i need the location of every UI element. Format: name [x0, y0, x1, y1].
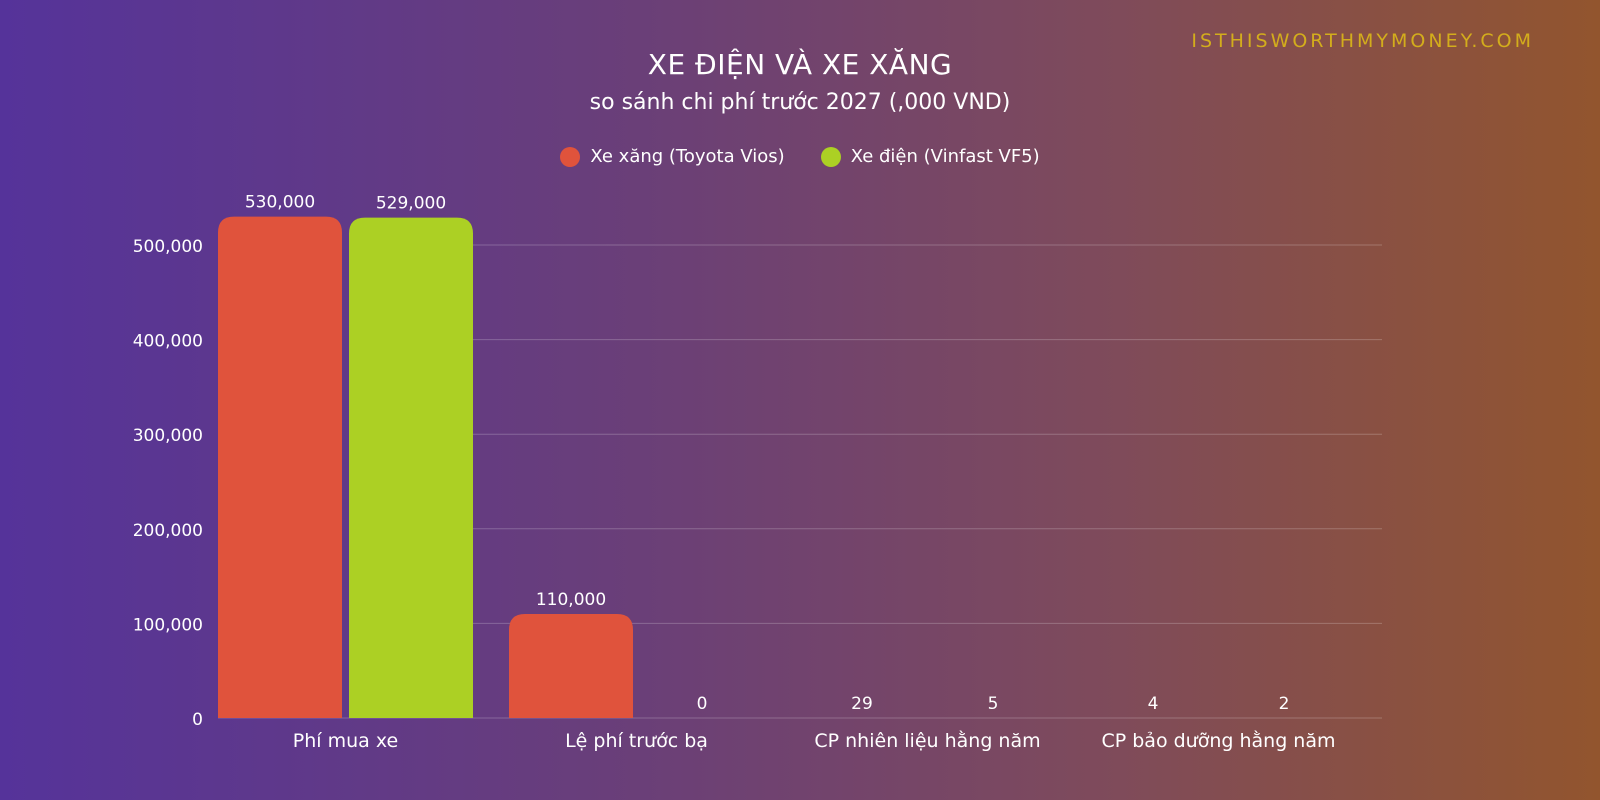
y-tick-label-1: 100,000: [133, 615, 203, 635]
legend-swatch-electric: [820, 146, 841, 167]
bar-0-1: [349, 217, 473, 719]
x-tick-label-1: Lệ phí trước bạ: [565, 730, 708, 752]
y-tick-label-0: 0: [192, 710, 203, 730]
y-tick-label-3: 300,000: [133, 426, 203, 446]
data-label-2-0: 29: [851, 694, 873, 714]
bar-1-0: [509, 613, 633, 718]
y-tick-label-4: 400,000: [133, 332, 203, 352]
data-label-1-0: 110,000: [536, 590, 606, 610]
data-label-0-0: 530,000: [245, 193, 315, 213]
data-label-3-0: 4: [1148, 694, 1159, 714]
watermark: ISTHISWORTHMYMONEY.COM: [1191, 30, 1534, 52]
bar-0-0: [218, 216, 342, 718]
legend-swatch-petrol: [560, 146, 581, 167]
legend: Xe xăng (Toyota Vios) Xe điện (Vinfast V…: [0, 146, 1600, 167]
y-tick-label-2: 200,000: [133, 521, 203, 541]
data-label-0-1: 529,000: [376, 194, 446, 214]
legend-label-electric: Xe điện (Vinfast VF5): [850, 146, 1040, 167]
data-label-2-1: 5: [988, 694, 999, 714]
legend-label-petrol: Xe xăng (Toyota Vios): [590, 146, 785, 167]
x-tick-label-3: CP bảo dưỡng hằng năm: [1101, 729, 1335, 752]
legend-item-petrol[interactable]: Xe xăng (Toyota Vios): [560, 146, 785, 167]
data-label-3-1: 2: [1279, 694, 1290, 714]
x-tick-label-2: CP nhiên liệu hằng năm: [814, 729, 1040, 752]
data-label-1-1: 0: [697, 694, 708, 714]
legend-item-electric[interactable]: Xe điện (Vinfast VF5): [820, 146, 1040, 167]
y-tick-label-5: 500,000: [133, 237, 203, 257]
chart-title: XE ĐIỆN VÀ XE XĂNG: [647, 48, 953, 81]
chart-subtitle: so sánh chi phí trước 2027 (,000 VND): [589, 90, 1011, 115]
x-tick-label-0: Phí mua xe: [293, 730, 398, 752]
